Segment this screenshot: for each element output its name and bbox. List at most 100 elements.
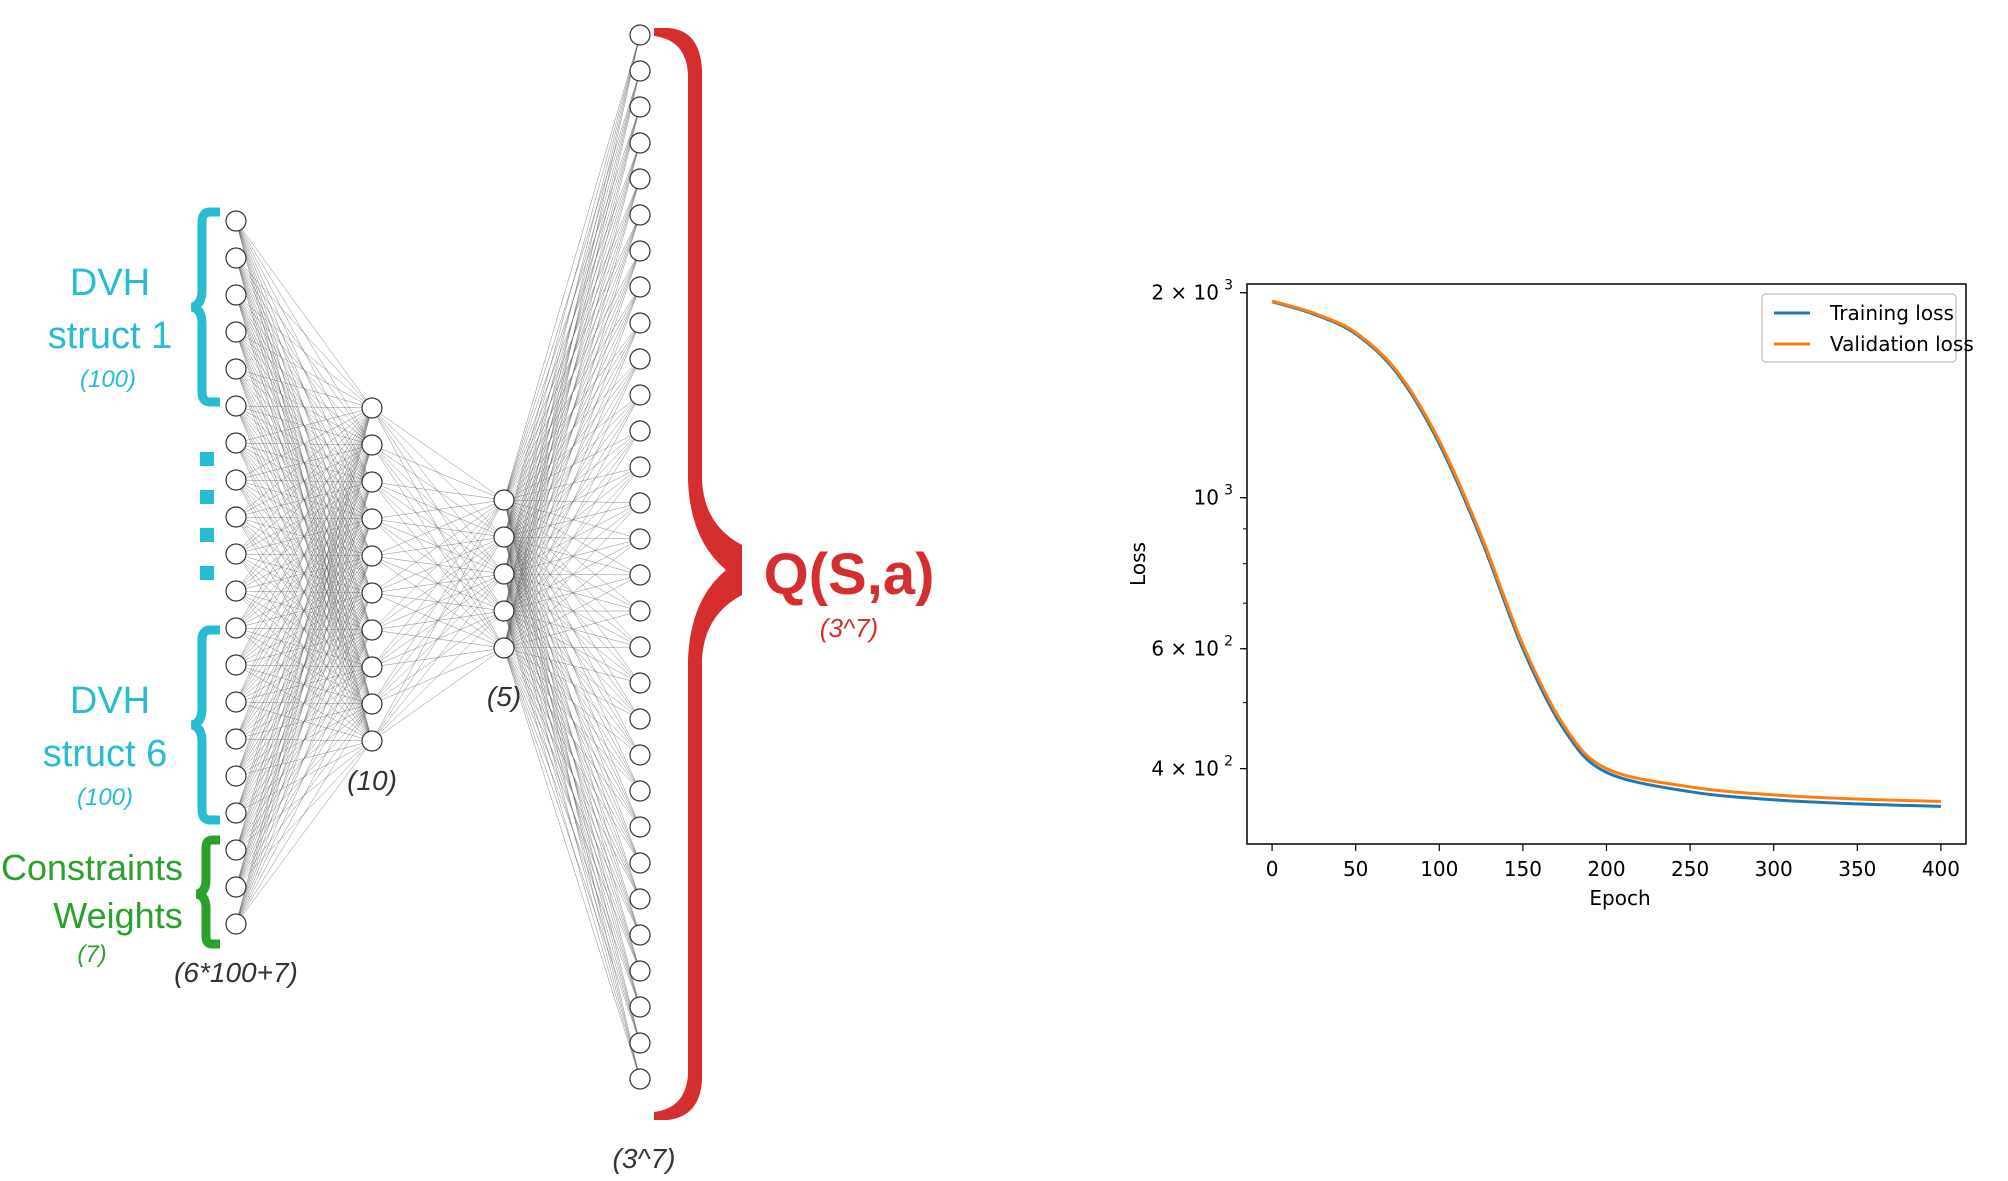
network-edge <box>503 573 641 756</box>
neuron-layer-4 <box>629 924 651 946</box>
network-edge <box>503 502 641 575</box>
output-count: (3^7) <box>820 613 878 643</box>
network-edge <box>235 407 373 814</box>
network-edge <box>503 647 641 1080</box>
neuron-layer-4 <box>629 600 651 622</box>
network-edge <box>503 610 641 720</box>
network-edge <box>503 647 641 684</box>
legend: Training loss Validation loss <box>1761 293 1974 363</box>
ellipsis-dot <box>200 490 214 504</box>
network-edge <box>503 647 641 864</box>
neuron-layer-3 <box>493 637 515 659</box>
neuron-layer-2 <box>361 397 383 419</box>
network-edge <box>503 573 641 792</box>
network-edge <box>371 499 505 594</box>
x-tick-label: 100 <box>1420 857 1458 881</box>
neuron-layer-1 <box>225 876 247 898</box>
neuron-layer-4 <box>629 708 651 730</box>
network-edge <box>503 499 641 540</box>
validation-loss-line <box>1271 299 1941 803</box>
network-edge <box>503 536 641 576</box>
network-edge <box>503 499 641 684</box>
neuron-layer-1 <box>225 395 247 417</box>
constraints-label-line2: Weights <box>53 895 182 936</box>
network-edge <box>503 573 641 864</box>
network-edge <box>503 499 641 720</box>
loss-chart: 0 50 100 150 200 250 300 350 400 2 × 10 3 10 3 6 × 10… <box>1126 278 1974 910</box>
network-edge <box>503 502 641 612</box>
x-tick-label: 350 <box>1838 857 1876 881</box>
network-edge <box>503 466 641 575</box>
network-edge <box>503 499 641 792</box>
neuron-layer-4 <box>629 780 651 802</box>
neuron-layer-2 <box>361 434 383 456</box>
neuron-layer-4 <box>629 744 651 766</box>
network-edge <box>503 536 641 612</box>
neuron-layer-1 <box>225 432 247 454</box>
network-edge <box>235 407 373 740</box>
network-edges <box>235 34 641 1080</box>
network-edge <box>503 647 641 828</box>
network-edge <box>503 610 641 649</box>
network-edge <box>503 573 641 720</box>
network-edge <box>235 331 373 409</box>
ellipsis-dot <box>200 566 214 580</box>
network-edge <box>235 407 373 777</box>
network-edge <box>235 481 373 925</box>
network-edge <box>503 538 641 612</box>
output-label: Q(S,a) <box>764 542 935 607</box>
network-edge <box>503 646 641 649</box>
network-edge <box>235 294 373 409</box>
neuron-layer-3 <box>493 600 515 622</box>
network-edge <box>235 407 373 592</box>
x-tick-label: 400 <box>1922 857 1960 881</box>
y-tick-label: 4 × 10 <box>1151 757 1219 781</box>
network-edge <box>235 407 373 629</box>
network-edge <box>503 499 641 576</box>
network-edge <box>503 610 641 756</box>
neuron-layer-4 <box>629 816 651 838</box>
network-edge <box>503 502 641 538</box>
network-nodes <box>225 24 651 1090</box>
constraints-count: (7) <box>77 941 106 968</box>
chart-series <box>1271 299 1941 808</box>
network-edge <box>503 499 641 504</box>
neuron-layer-4 <box>629 60 651 82</box>
network-edge <box>371 481 505 501</box>
network-edge <box>503 647 641 756</box>
legend-label-training: Training loss <box>1829 301 1954 325</box>
network-edge <box>503 430 641 649</box>
neuron-layer-4 <box>629 348 651 370</box>
legend-box <box>1761 293 1957 363</box>
network-edge <box>503 536 641 684</box>
network-edge <box>503 574 641 612</box>
layer-4-count: (3^7) <box>613 1143 676 1174</box>
x-tick-label: 0 <box>1266 857 1279 881</box>
neuron-layer-4 <box>629 312 651 334</box>
network-edge <box>503 647 641 900</box>
neuron-layer-4 <box>629 420 651 442</box>
network-edge <box>503 394 641 649</box>
neuron-layer-4 <box>629 168 651 190</box>
neuron-layer-4 <box>629 888 651 910</box>
neuron-layer-3 <box>493 563 515 585</box>
neuron-layer-4 <box>629 276 651 298</box>
y-tick-exponent: 3 <box>1224 483 1233 499</box>
neuron-layer-3 <box>493 526 515 548</box>
neuron-layer-4 <box>629 672 651 694</box>
network-edge <box>371 499 505 520</box>
network-edge <box>503 466 641 649</box>
network-edge <box>371 499 505 705</box>
network-edge <box>503 536 641 720</box>
network-edge <box>503 536 641 540</box>
neuron-layer-1 <box>225 469 247 491</box>
x-axis-label: Epoch <box>1589 886 1650 910</box>
network-edge <box>235 703 373 925</box>
neuron-layer-1 <box>225 284 247 306</box>
network-edge <box>235 740 373 925</box>
network-edge <box>503 647 641 1044</box>
network-edge <box>503 466 641 501</box>
network-edge <box>503 573 641 576</box>
network-edge <box>235 444 373 925</box>
